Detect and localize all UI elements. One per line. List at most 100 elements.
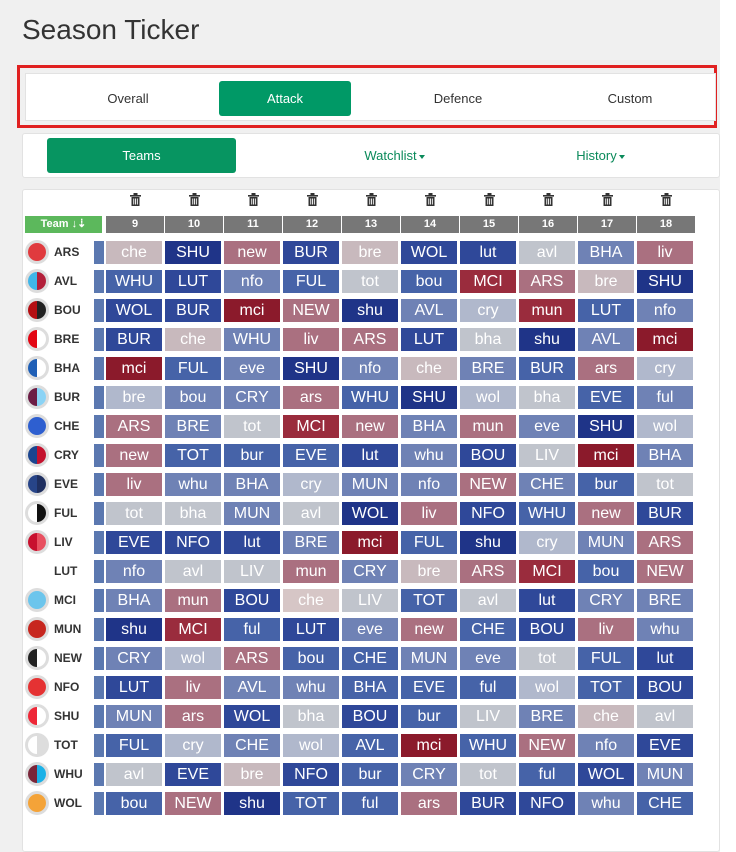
fixture-cell[interactable]: wol <box>519 676 575 699</box>
fixture-cell[interactable]: lut <box>637 647 693 670</box>
fixture-cell[interactable]: cry <box>165 734 221 757</box>
fixture-cell[interactable]: whu <box>578 792 634 815</box>
fixture-cell[interactable]: che <box>283 589 339 612</box>
fixture-cell[interactable]: LUT <box>165 270 221 293</box>
fixture-cell[interactable]: avl <box>519 241 575 264</box>
fixture-cell[interactable]: LUT <box>106 676 162 699</box>
fixture-cell[interactable]: mci <box>106 357 162 380</box>
fixture-cell[interactable]: BUR <box>637 502 693 525</box>
fixture-cell[interactable]: ARS <box>460 560 516 583</box>
fixture-cell[interactable]: mun <box>519 299 575 322</box>
fixture-cell[interactable]: WHU <box>224 328 280 351</box>
fixture-cell[interactable]: mci <box>224 299 280 322</box>
fixture-cell[interactable]: whu <box>283 676 339 699</box>
delete-column-button[interactable] <box>106 193 164 209</box>
fixture-cell[interactable]: CRY <box>342 560 398 583</box>
fixture-cell[interactable]: MUN <box>224 502 280 525</box>
fixture-cell[interactable]: ful <box>637 386 693 409</box>
fixture-cell[interactable]: mun <box>460 415 516 438</box>
tab-watchlist[interactable]: Watchlist <box>300 138 489 173</box>
fixture-cell[interactable]: new <box>224 241 280 264</box>
fixture-cell[interactable]: FUL <box>401 531 457 554</box>
fixture-cell[interactable]: avl <box>106 763 162 786</box>
fixture-cell[interactable]: bou <box>401 270 457 293</box>
fixture-cell[interactable]: ful <box>519 763 575 786</box>
fixture-cell[interactable]: bur <box>224 444 280 467</box>
fixture-cell[interactable]: che <box>165 328 221 351</box>
delete-column-button[interactable] <box>342 193 400 209</box>
fixture-cell[interactable]: MCI <box>460 270 516 293</box>
fixture-cell[interactable]: nfo <box>401 473 457 496</box>
fixture-cell[interactable]: avl <box>460 589 516 612</box>
fixture-cell[interactable]: TOT <box>401 589 457 612</box>
fixture-cell[interactable]: wol <box>283 734 339 757</box>
fixture-cell[interactable]: NFO <box>460 502 516 525</box>
fixture-cell[interactable]: tot <box>637 473 693 496</box>
fixture-cell[interactable]: ful <box>342 792 398 815</box>
delete-column-button[interactable] <box>637 193 695 209</box>
fixture-cell[interactable]: AVL <box>578 328 634 351</box>
fixture-cell[interactable]: WHU <box>106 270 162 293</box>
fixture-cell[interactable]: MUN <box>578 531 634 554</box>
fixture-cell[interactable]: ARS <box>224 647 280 670</box>
fixture-cell[interactable]: mci <box>342 531 398 554</box>
fixture-cell[interactable]: SHU <box>637 270 693 293</box>
fixture-cell[interactable]: WOL <box>578 763 634 786</box>
fixture-cell[interactable]: whu <box>401 444 457 467</box>
fixture-cell[interactable]: EVE <box>283 444 339 467</box>
fixture-cell[interactable]: BHA <box>578 241 634 264</box>
fixture-cell[interactable]: FUL <box>283 270 339 293</box>
fixture-cell[interactable]: che <box>401 357 457 380</box>
fixture-cell[interactable]: tot <box>460 763 516 786</box>
fixture-cell[interactable]: tot <box>224 415 280 438</box>
fixture-cell[interactable]: NFO <box>519 792 575 815</box>
fixture-cell[interactable]: BHA <box>342 676 398 699</box>
fixture-cell[interactable]: bha <box>165 502 221 525</box>
fixture-cell[interactable]: ars <box>578 357 634 380</box>
fixture-cell[interactable]: nfo <box>578 734 634 757</box>
fixture-cell[interactable]: NEW <box>165 792 221 815</box>
fixture-cell[interactable]: EVE <box>401 676 457 699</box>
fixture-cell[interactable]: AVL <box>401 299 457 322</box>
fixture-cell[interactable]: liv <box>637 241 693 264</box>
fixture-cell[interactable]: shu <box>342 299 398 322</box>
fixture-cell[interactable]: wol <box>637 415 693 438</box>
fixture-cell[interactable]: CHE <box>637 792 693 815</box>
fixture-cell[interactable]: mci <box>401 734 457 757</box>
fixture-cell[interactable]: bre <box>106 386 162 409</box>
fixture-cell[interactable]: CRY <box>224 386 280 409</box>
fixture-cell[interactable]: CHE <box>460 618 516 641</box>
fixture-cell[interactable]: eve <box>342 618 398 641</box>
fixture-cell[interactable]: MCI <box>283 415 339 438</box>
fixture-cell[interactable]: FUL <box>578 647 634 670</box>
fixture-cell[interactable]: SHU <box>165 241 221 264</box>
fixture-cell[interactable]: WOL <box>224 705 280 728</box>
fixture-cell[interactable]: avl <box>165 560 221 583</box>
fixture-cell[interactable]: lut <box>519 589 575 612</box>
fixture-cell[interactable]: nfo <box>637 299 693 322</box>
fixture-cell[interactable]: ARS <box>637 531 693 554</box>
fixture-cell[interactable]: nfo <box>342 357 398 380</box>
fixture-cell[interactable]: LUT <box>401 328 457 351</box>
fixture-cell[interactable]: bur <box>578 473 634 496</box>
fixture-cell[interactable]: SHU <box>401 386 457 409</box>
fixture-cell[interactable]: MCI <box>165 618 221 641</box>
fixture-cell[interactable]: bou <box>165 386 221 409</box>
fixture-cell[interactable]: new <box>106 444 162 467</box>
fixture-cell[interactable]: EVE <box>637 734 693 757</box>
fixture-cell[interactable]: NEW <box>460 473 516 496</box>
fixture-cell[interactable]: bre <box>342 241 398 264</box>
fixture-cell[interactable]: LUT <box>578 299 634 322</box>
fixture-cell[interactable]: wol <box>460 386 516 409</box>
fixture-cell[interactable]: ars <box>401 792 457 815</box>
fixture-cell[interactable]: BRE <box>637 589 693 612</box>
fixture-cell[interactable]: BHA <box>637 444 693 467</box>
fixture-cell[interactable]: cry <box>637 357 693 380</box>
fixture-cell[interactable]: EVE <box>578 386 634 409</box>
fixture-cell[interactable]: NFO <box>283 763 339 786</box>
fixture-cell[interactable]: TOT <box>578 676 634 699</box>
fixture-cell[interactable]: EVE <box>165 763 221 786</box>
fixture-cell[interactable]: bou <box>106 792 162 815</box>
fixture-cell[interactable]: BHA <box>224 473 280 496</box>
fixture-cell[interactable]: AVL <box>224 676 280 699</box>
